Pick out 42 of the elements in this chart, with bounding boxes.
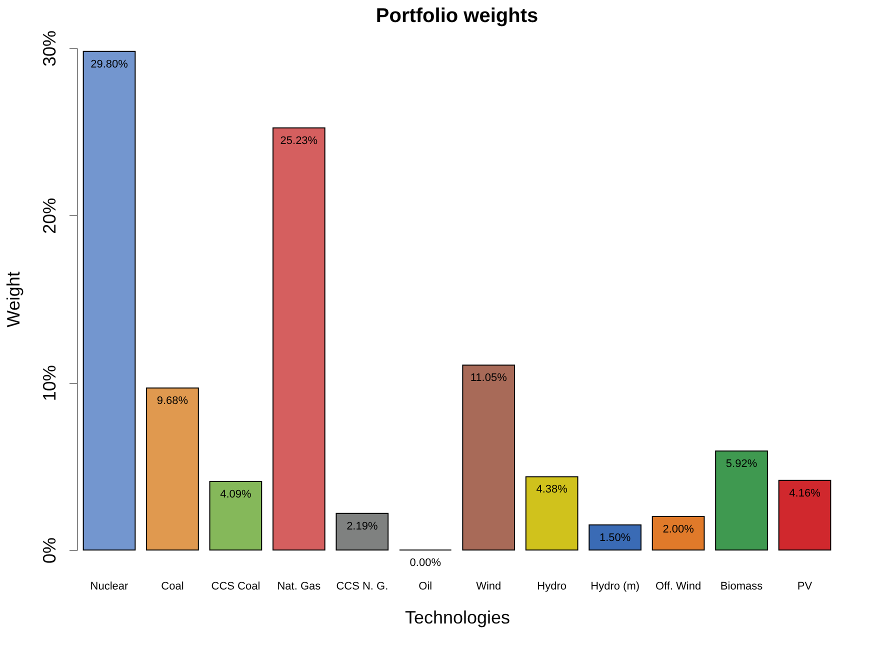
bar bbox=[715, 450, 768, 550]
x-tick-label: Hydro (m) bbox=[590, 580, 640, 592]
data-label: 4.16% bbox=[789, 487, 821, 500]
data-label: 29.80% bbox=[90, 58, 128, 70]
x-tick-label: Nuclear bbox=[90, 580, 129, 592]
x-tick-label: Oil bbox=[418, 580, 432, 592]
x-tick-label: Biomass bbox=[720, 580, 764, 592]
x-tick-label: Off. Wind bbox=[655, 580, 702, 592]
chart-title: Portfolio weights bbox=[376, 4, 538, 27]
y-axis-title: Weight bbox=[4, 272, 24, 328]
bar bbox=[462, 364, 516, 550]
bar bbox=[209, 481, 262, 550]
data-label: 2.00% bbox=[662, 524, 694, 536]
bar bbox=[778, 480, 832, 550]
data-label: 1.50% bbox=[599, 532, 631, 544]
x-axis-title: Technologies bbox=[404, 608, 510, 628]
y-tick-label: 0% bbox=[40, 537, 60, 564]
x-tick-label: Nat. Gas bbox=[277, 580, 322, 592]
x-tick-label: Coal bbox=[161, 580, 184, 592]
bar bbox=[146, 388, 199, 550]
y-tick-label: 20% bbox=[40, 198, 60, 234]
data-label: 0.00% bbox=[410, 557, 442, 569]
bar bbox=[652, 516, 705, 550]
data-label: 25.23% bbox=[280, 134, 318, 147]
data-label: 4.38% bbox=[536, 484, 568, 496]
data-label: 4.09% bbox=[220, 488, 252, 501]
data-label: 11.05% bbox=[470, 372, 508, 384]
x-tick-label: CCS Coal bbox=[211, 580, 260, 592]
data-label: 2.19% bbox=[346, 520, 378, 532]
bar bbox=[336, 512, 389, 550]
bar bbox=[588, 524, 642, 550]
y-tick-label: 30% bbox=[40, 30, 60, 67]
data-label: 9.68% bbox=[156, 395, 188, 408]
bar bbox=[525, 476, 578, 550]
bar bbox=[272, 127, 326, 550]
data-label: 5.92% bbox=[726, 458, 758, 470]
x-tick-label: Hydro bbox=[537, 580, 567, 592]
x-tick-label: Wind bbox=[476, 580, 502, 592]
y-tick-label: 10% bbox=[40, 365, 60, 402]
x-tick-label: PV bbox=[797, 580, 813, 592]
x-tick-label: CCS N. G. bbox=[336, 580, 388, 592]
bar bbox=[82, 50, 136, 550]
